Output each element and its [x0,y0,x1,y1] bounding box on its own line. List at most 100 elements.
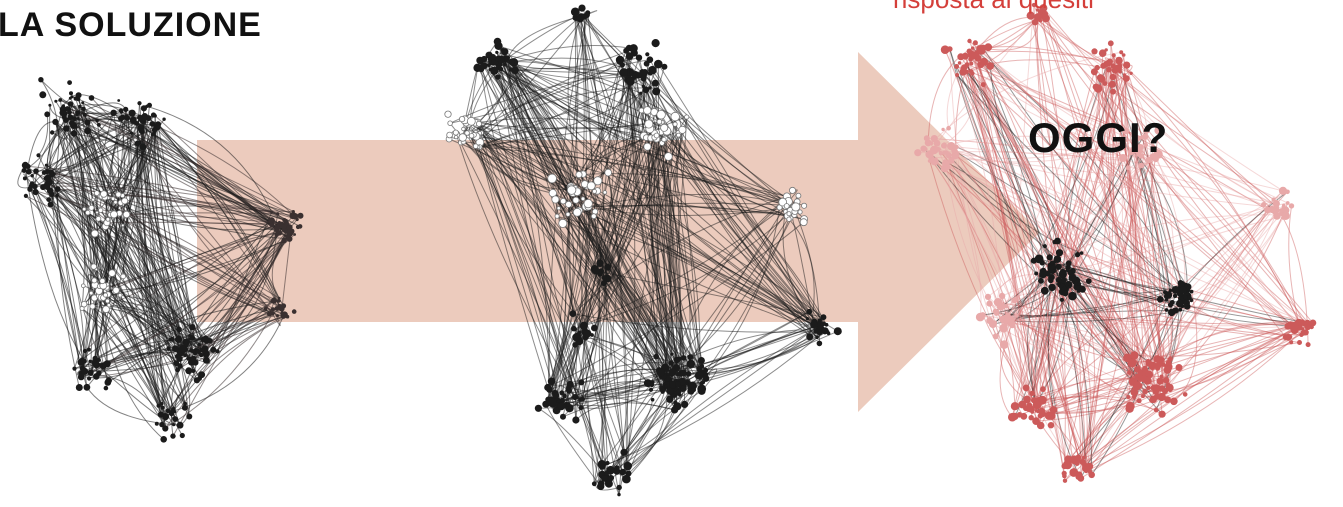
network-edge [1105,63,1307,333]
network-node [685,371,692,377]
network-edge [1086,322,1310,472]
network-node [115,191,122,198]
network-node [666,387,674,395]
network-edge [1058,71,1095,267]
network-node [1144,367,1148,371]
network-node [1028,415,1034,421]
network-node [791,202,801,212]
network-edge [953,150,1295,327]
network-edge [463,128,805,220]
network-node [640,75,647,82]
network-node [592,188,597,194]
network-edge [976,53,1087,469]
network-node [1130,148,1136,154]
network-edge [661,122,679,375]
network-node [205,355,209,359]
network-node [575,171,583,179]
network-edge [1104,69,1124,159]
network-node [629,44,638,53]
network-node [1175,364,1183,371]
network-edge [509,69,664,392]
network-node [291,309,297,314]
network-edge [1132,148,1172,359]
network-edge [999,319,1015,418]
network-node [495,50,499,55]
network-edge [1137,154,1159,366]
network-node [99,277,106,285]
network-edge [1145,144,1288,204]
network-node [67,114,74,121]
network-edge [944,152,996,312]
network-edge [582,81,631,175]
network-node [475,120,482,127]
network-node [55,193,59,198]
network-node [1157,385,1164,392]
network-edge [1033,76,1114,261]
network-edge [955,136,1146,163]
network-edge [1120,52,1161,369]
network-node [72,116,77,122]
network-node [498,66,504,72]
network-node [1121,53,1126,57]
network-edge [1014,269,1048,417]
network-edge [475,57,640,147]
network-node [1134,146,1143,155]
network-node [84,119,91,126]
network-node [1278,186,1288,195]
network-edge [588,206,796,216]
network-node [1035,8,1040,12]
network-node [652,87,661,96]
network-node [1157,296,1164,303]
network-edge [57,188,285,228]
network-node [128,109,136,117]
network-edge [103,193,288,318]
network-node [699,375,703,379]
network-edge [1005,319,1171,360]
network-node [108,269,116,277]
network-edge [929,156,1041,417]
network-node [1037,413,1044,419]
network-node [458,116,466,123]
network-node [602,190,608,195]
network-node [75,92,82,99]
network-node [1282,334,1289,341]
network-node [473,63,482,72]
network-node [1060,277,1067,284]
network-edge [942,129,1188,297]
network-node [1149,153,1156,159]
network-edge [1041,378,1145,412]
network-node [566,185,577,195]
network-edge [1009,319,1292,330]
network-node [468,133,475,139]
network-edge [635,74,825,325]
network-node [967,38,972,44]
network-edge [1155,158,1308,324]
network-edge [477,146,557,396]
network-node [293,233,296,236]
network-node [948,157,955,164]
network-node [971,46,975,50]
network-node [281,224,287,230]
network-edge [656,131,790,215]
network-edge [28,171,285,231]
network-node [979,312,986,319]
network-node [1067,281,1073,286]
network-node [592,267,600,275]
network-node [596,259,604,268]
network-node [1138,153,1145,159]
network-node [696,365,703,372]
network-right [914,2,1317,483]
network-node [1091,48,1098,55]
network-edge [1113,55,1156,393]
network-edge [579,210,826,333]
network-edge [464,119,815,326]
network-node [103,385,109,391]
network-node [1178,307,1183,312]
network-node [1163,290,1168,295]
network-node [656,368,665,377]
network-edge [583,325,624,473]
network-edge [983,315,1037,405]
network-node [572,394,579,401]
network-node [172,416,178,421]
network-edge [1091,295,1176,476]
